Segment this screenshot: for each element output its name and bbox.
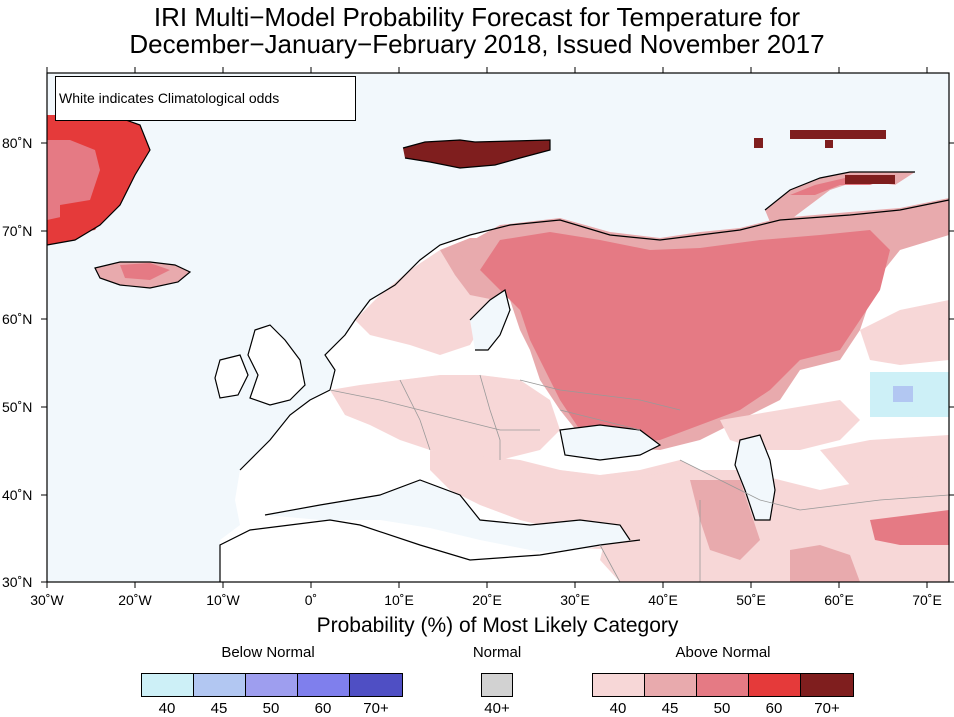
lon-label-0: 0˚ [305,592,317,608]
lon-label-20e: 20˚E [472,592,502,608]
arctic-tile-4 [845,175,895,184]
below-normal-swatch-40 [141,673,194,697]
below-normal-swatch-45 [193,673,246,697]
below-normal-tick-45: 45 [210,700,228,717]
lon-axis: 30˚W 20˚W 10˚W 0˚ 10˚E 20˚E 30˚E 40˚E 50… [30,67,942,608]
title-line-1: IRI Multi−Model Probability Forecast for… [153,2,801,32]
lon-label-30e: 30˚E [560,592,590,608]
lat-label-30n: 30˚N [2,574,32,590]
lon-label-10e: 10˚E [384,592,414,608]
colorbar-title: Probability (%) of Most Likely Category [316,614,679,637]
above-normal-tick-50: 50 [713,700,731,717]
lat-axis: 80˚N 70˚N 60˚N 50˚N 40˚N 30˚N [2,135,954,590]
below-normal-tick-60: 60 [314,700,332,717]
above-normal-tick-70: 70+ [814,700,840,717]
climatology-note: White indicates Climatological odds [55,76,356,121]
greenland-region [47,115,150,245]
map-frame [46,72,950,583]
below-normal-tick-40: 40 [158,700,176,717]
arctic-tile-2 [790,130,886,139]
above-normal-tick-40: 40 [609,700,627,717]
lat-label-80n: 80˚N [2,135,32,151]
lon-label-10w: 10˚W [206,592,240,608]
central-europe-light [330,375,560,460]
middle-east-light [600,465,949,582]
normal-label: Normal [472,644,522,661]
arctic-tile-3 [825,140,833,148]
mediterranean [265,480,630,552]
middle-east-mid [690,480,760,560]
central-asia-mid [870,510,949,545]
country-borders [329,374,950,583]
novaya-zemlya-region [765,172,915,222]
lat-label-70n: 70˚N [2,223,32,239]
central-asia-light-2 [820,435,949,485]
lat-label-40n: 40˚N [2,487,32,503]
iran-mid [790,545,860,582]
black-sea [560,425,660,460]
title-line-2: December−January−February 2018, Issued N… [129,29,825,59]
normal-swatch-40 [481,673,513,697]
lon-label-20w: 20˚W [118,592,152,608]
above-normal-tick-60: 60 [765,700,783,717]
ural-light [860,300,949,365]
caspian-sea [735,435,775,520]
lon-label-40e: 40˚E [648,592,678,608]
coastlines [46,114,950,582]
lon-label-50e: 50˚E [736,592,766,608]
north-africa-land [220,500,700,582]
lon-label-70e: 70˚E [912,592,942,608]
forecast-map: 80˚N 70˚N 60˚N 50˚N 40˚N 30˚N 30˚W 20˚W … [2,67,954,608]
lat-label-50n: 50˚N [2,399,32,415]
arctic-tile-1 [754,138,763,148]
russia-core [480,230,890,445]
below-normal-swatch-50 [245,673,298,697]
above-normal-swatch-60 [748,673,801,697]
below-normal-swatch-70 [349,673,403,697]
svalbard-region [403,140,550,168]
above-normal-swatch-45 [644,673,697,697]
normal-tick-40: 40+ [484,700,510,717]
above-normal-tick-45: 45 [661,700,679,717]
above-normal-swatch-70 [800,673,854,697]
lon-label-60e: 60˚E [824,592,854,608]
below-normal-core [893,386,913,402]
lon-label-30w: 30˚W [30,592,64,608]
below-normal-tick-50: 50 [262,700,280,717]
below-normal-tick-70: 70+ [363,700,389,717]
iceland-core [120,263,170,280]
uk-land [248,325,305,405]
lat-label-60n: 60˚N [2,311,32,327]
below-normal-swatch-60 [297,673,350,697]
ireland-land [215,355,248,398]
above-normal-swatch-40 [592,673,645,697]
above-normal-label: Above Normal [675,644,771,661]
below-normal-label: Below Normal [221,644,315,661]
above-normal-swatch-50 [696,673,749,697]
